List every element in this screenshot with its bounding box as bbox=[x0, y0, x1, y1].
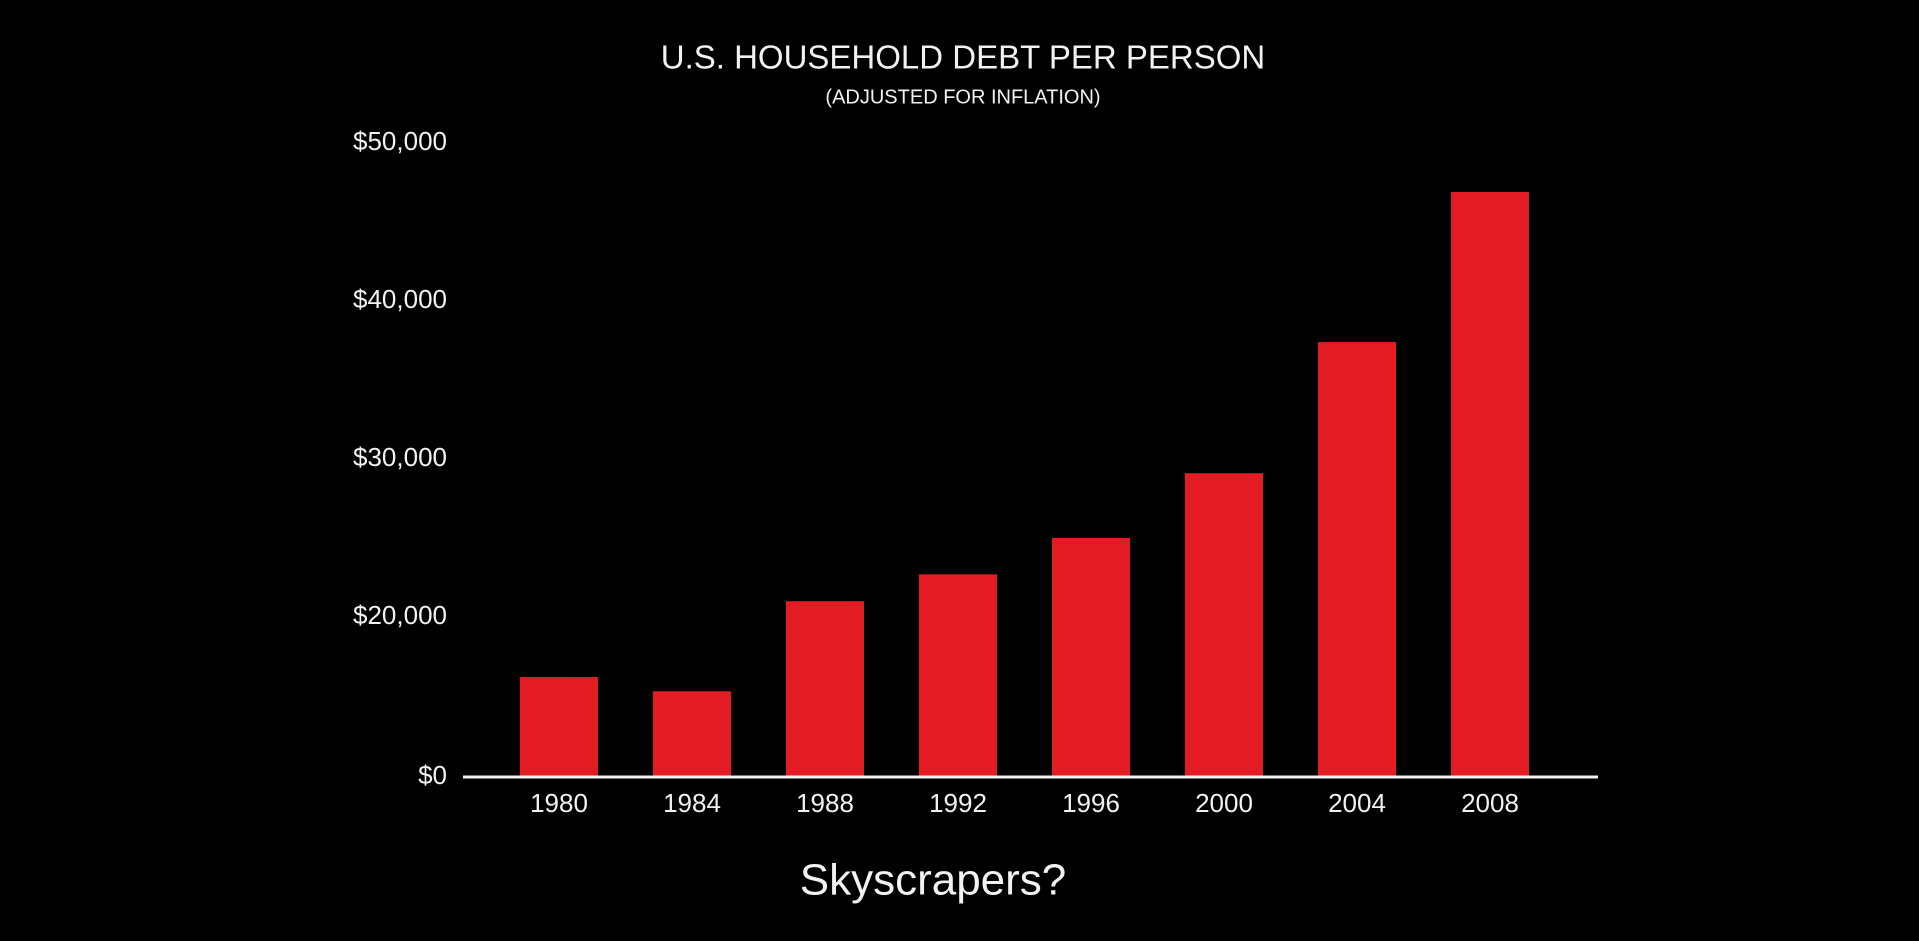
x-tick-label: 1980 bbox=[530, 788, 588, 818]
caption: Skyscrapers? bbox=[800, 856, 1067, 905]
chart-subtitle: (ADJUSTED FOR INFLATION) bbox=[825, 86, 1100, 108]
x-tick-label: 1984 bbox=[663, 788, 721, 818]
y-tick-label: $50,000 bbox=[353, 126, 447, 156]
bar bbox=[1451, 191, 1529, 778]
bar bbox=[653, 691, 731, 777]
x-tick-label: 1996 bbox=[1062, 788, 1120, 818]
x-tick-label: 1988 bbox=[796, 788, 854, 818]
bar bbox=[1052, 538, 1130, 777]
bar bbox=[520, 677, 598, 777]
bar bbox=[919, 574, 997, 777]
x-tick-label: 1992 bbox=[929, 788, 987, 818]
bar bbox=[1185, 473, 1263, 777]
chart-title: U.S. HOUSEHOLD DEBT PER PERSON bbox=[661, 39, 1266, 76]
y-tick-label: $30,000 bbox=[353, 442, 447, 472]
x-tick-label: 2000 bbox=[1195, 788, 1253, 818]
bar bbox=[1318, 342, 1396, 777]
y-tick-label: $0 bbox=[418, 760, 447, 790]
y-tick-label: $20,000 bbox=[353, 600, 447, 630]
x-tick-label: 2004 bbox=[1328, 788, 1386, 818]
y-tick-label: $40,000 bbox=[353, 284, 447, 314]
bar bbox=[786, 601, 864, 777]
x-tick-label: 2008 bbox=[1461, 788, 1519, 818]
